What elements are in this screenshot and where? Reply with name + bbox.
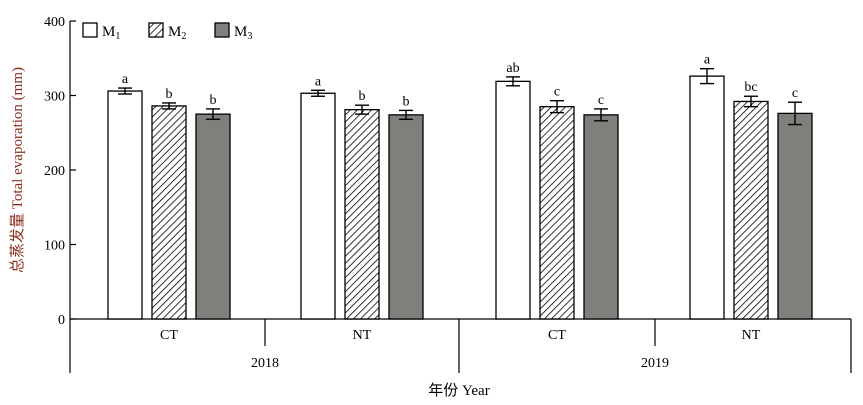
significance-letter: c (554, 85, 560, 100)
group-label: NT (742, 328, 761, 343)
bar (151, 105, 187, 320)
bar (583, 114, 619, 320)
y-tick-label: 400 (44, 15, 65, 30)
legend-swatch (148, 22, 164, 38)
legend-label: M3 (234, 24, 252, 42)
significance-letter: b (210, 93, 217, 108)
legend: M1 M2 M3 (82, 22, 252, 42)
bar (539, 106, 575, 320)
significance-letter: b (403, 94, 410, 109)
significance-letter: c (598, 93, 604, 108)
group-label: CT (160, 328, 178, 343)
y-axis-title: 总蒸发量 Total evaporation (mm) (9, 67, 26, 273)
significance-letter: bc (744, 80, 757, 95)
group-label: NT (353, 328, 372, 343)
bar (388, 114, 424, 320)
bar (107, 90, 143, 320)
bar (195, 113, 231, 320)
year-label: 2019 (641, 356, 669, 371)
significance-letter: ab (506, 61, 519, 76)
bar (300, 92, 336, 320)
bar (495, 80, 531, 320)
significance-letter: a (704, 53, 711, 68)
bar (733, 100, 769, 320)
significance-letter: c (792, 86, 798, 101)
bar (777, 112, 813, 320)
significance-letter: a (315, 74, 322, 89)
x-axis-title: 年份 Year (428, 382, 489, 399)
legend-label: M2 (168, 24, 186, 42)
significance-letter: b (359, 89, 366, 104)
bar (689, 75, 725, 320)
y-tick-label: 100 (44, 239, 65, 254)
y-tick-label: 300 (44, 90, 65, 105)
significance-letter: b (166, 87, 173, 102)
y-tick-label: 200 (44, 164, 65, 179)
group-label: CT (548, 328, 566, 343)
y-tick-label: 0 (58, 313, 65, 328)
axis-labels: 2018 CT NT 2019 CT NT 总蒸发量 Total evaporation (… (9, 67, 761, 399)
legend-swatch (214, 22, 230, 38)
legend-label: M1 (102, 24, 120, 42)
legend-swatch (82, 22, 98, 38)
year-label: 2018 (251, 356, 279, 371)
bar (344, 109, 380, 320)
significance-letter: a (122, 72, 129, 87)
